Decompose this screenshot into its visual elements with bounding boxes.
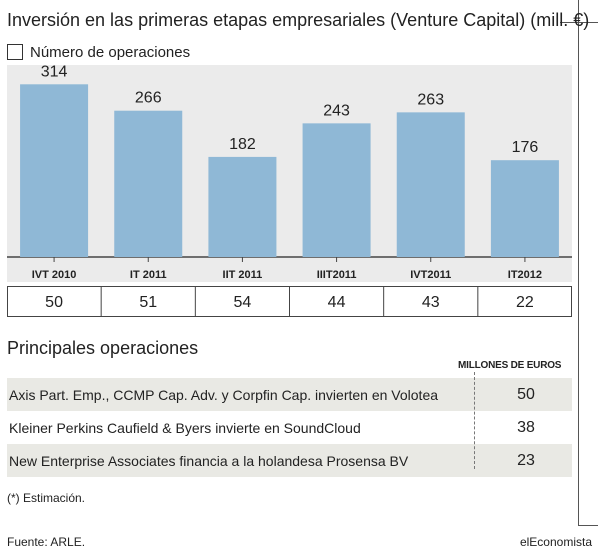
bar-value-label: 314 bbox=[41, 63, 68, 80]
footnote: (*) Estimación. bbox=[7, 491, 86, 505]
bar bbox=[396, 112, 465, 257]
operations-table: Axis Part. Emp., CCMP Cap. Adv. y Corpfi… bbox=[7, 378, 572, 477]
operations-count-value: 43 bbox=[422, 294, 440, 311]
x-tick-label: IT 2011 bbox=[130, 269, 167, 281]
bar-value-label: 176 bbox=[512, 139, 539, 156]
operation-description: Kleiner Perkins Caufield & Byers inviert… bbox=[9, 419, 361, 436]
bar bbox=[302, 123, 371, 257]
bar bbox=[20, 84, 89, 257]
operations-count-value: 44 bbox=[328, 294, 346, 311]
x-tick-label: IIIT2011 bbox=[317, 269, 357, 281]
source-credit: Fuente: ARLE. bbox=[7, 535, 86, 549]
bar-value-label: 263 bbox=[417, 91, 444, 108]
operations-count-value: 54 bbox=[234, 294, 252, 311]
legend-label: Número de operaciones bbox=[30, 43, 191, 61]
bar bbox=[490, 160, 559, 257]
x-tick-label: IT2012 bbox=[508, 269, 542, 281]
x-tick-label: IVT2011 bbox=[410, 269, 451, 281]
operations-count-value: 22 bbox=[516, 294, 534, 311]
operation-value: 38 bbox=[517, 418, 535, 436]
operation-row: New Enterprise Associates financia a la … bbox=[7, 444, 572, 477]
operation-value: 50 bbox=[517, 385, 535, 403]
operations-column-header: MILLONES DE EUROS bbox=[458, 360, 562, 371]
frame-right-border bbox=[578, 0, 579, 525]
operation-description: Axis Part. Emp., CCMP Cap. Adv. y Corpfi… bbox=[9, 386, 439, 403]
bottom-rule bbox=[578, 525, 598, 526]
legend-swatch bbox=[7, 44, 23, 60]
title-rule bbox=[560, 22, 598, 23]
legend: Número de operaciones bbox=[7, 42, 190, 62]
chart-title: Inversión en las primeras etapas empresa… bbox=[7, 10, 590, 30]
operations-section-title: Principales operaciones bbox=[7, 338, 199, 358]
bar bbox=[208, 156, 277, 257]
bar-value-label: 182 bbox=[229, 136, 256, 153]
plot-background bbox=[7, 65, 572, 282]
operations-count-value: 51 bbox=[139, 294, 157, 311]
bar bbox=[114, 110, 183, 257]
brand-credit: elEconomista bbox=[519, 535, 592, 549]
operation-value: 23 bbox=[517, 451, 535, 469]
bar-value-label: 243 bbox=[323, 102, 350, 119]
operation-description: New Enterprise Associates financia a la … bbox=[9, 452, 409, 469]
value-column-divider bbox=[474, 372, 475, 469]
operation-row: Kleiner Perkins Caufield & Byers inviert… bbox=[7, 411, 572, 444]
x-tick-label: IVT 2010 bbox=[32, 269, 77, 281]
x-tick-label: IIT 2011 bbox=[223, 269, 263, 281]
operation-row: Axis Part. Emp., CCMP Cap. Adv. y Corpfi… bbox=[7, 378, 572, 411]
operations-count-value: 50 bbox=[45, 294, 63, 311]
bar-value-label: 266 bbox=[135, 90, 162, 107]
